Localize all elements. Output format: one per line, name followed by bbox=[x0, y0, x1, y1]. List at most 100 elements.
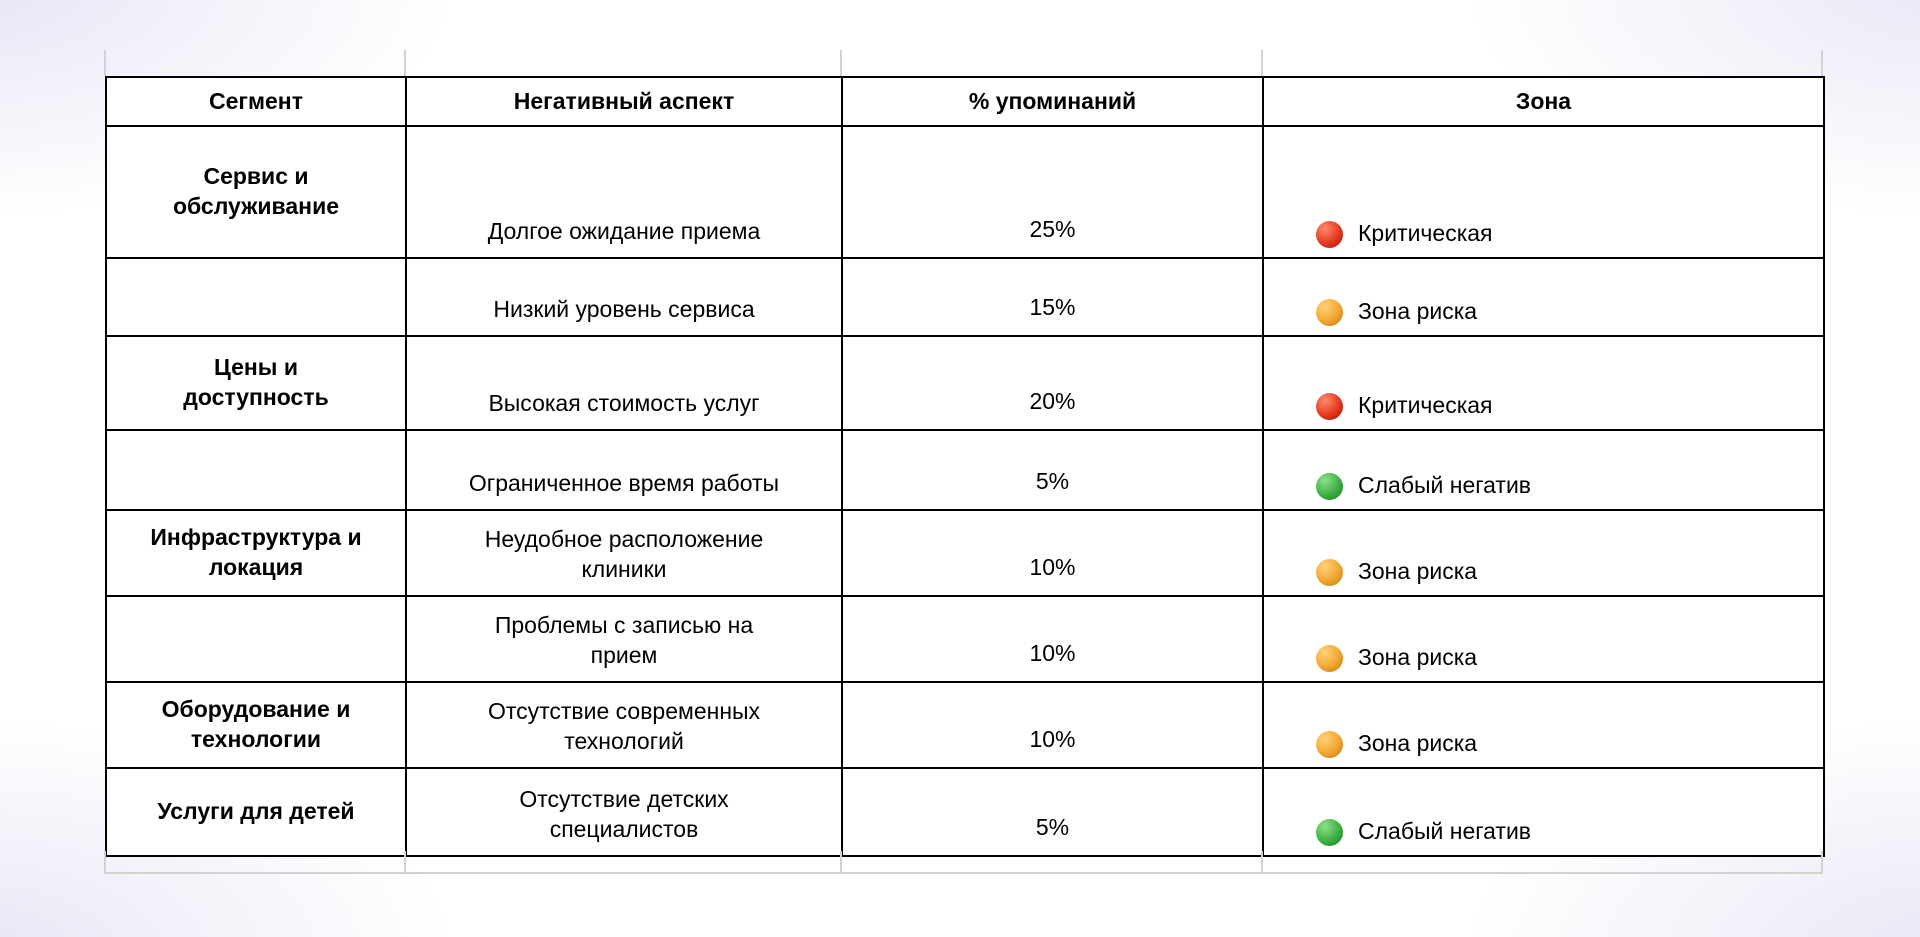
gridline-stub-top-3 bbox=[840, 50, 842, 76]
zone-cell: Зона риска bbox=[1262, 681, 1825, 769]
percent-label: 5% bbox=[1035, 814, 1070, 841]
zone-cell: Критическая bbox=[1262, 335, 1825, 431]
zone-indicator: Зона риска bbox=[1316, 643, 1813, 673]
table-container: Сегмент Негативный аспект % упоминаний З… bbox=[105, 76, 1825, 857]
table-row: Услуги для детей Отсутствие детских спец… bbox=[105, 767, 1825, 857]
percent-cell: 20% bbox=[841, 335, 1264, 431]
table-row: Ограниченное время работы 5% Слабый нега… bbox=[105, 429, 1825, 511]
zone-label: Зона риска bbox=[1358, 558, 1478, 585]
zone-indicator: Зона риска bbox=[1316, 729, 1813, 759]
table-row: Проблемы с записью на прием 10% Зона рис… bbox=[105, 595, 1825, 683]
aspect-cell: Низкий уровень сервиса bbox=[405, 257, 843, 337]
zone-label: Критическая bbox=[1358, 392, 1493, 419]
aspect-label: Высокая стоимость услуг bbox=[488, 390, 760, 417]
zone-status-circle-icon bbox=[1316, 730, 1343, 758]
zone-status-circle-icon bbox=[1316, 392, 1343, 420]
table-body: Сервис и обслуживание Долгое ожидание пр… bbox=[105, 125, 1825, 857]
percent-cell: 10% bbox=[841, 681, 1264, 769]
aspect-cell: Долгое ожидание приема bbox=[405, 125, 843, 259]
aspect-cell: Отсутствие детских специалистов bbox=[405, 767, 843, 857]
zone-label: Слабый негатив bbox=[1358, 818, 1532, 845]
percent-cell: 10% bbox=[841, 509, 1264, 597]
table-row: Низкий уровень сервиса 15% Зона риска bbox=[105, 257, 1825, 337]
zone-label: Критическая bbox=[1358, 220, 1493, 247]
gridline-stub-bottom-1 bbox=[104, 851, 106, 874]
gridline-stub-top-2 bbox=[404, 50, 406, 76]
aspect-label: Неудобное расположение клиники bbox=[484, 526, 764, 583]
gridline-stub-top-4 bbox=[1261, 50, 1263, 76]
negative-aspects-table: Сегмент Негативный аспект % упоминаний З… bbox=[105, 76, 1825, 857]
zone-status-circle-icon bbox=[1316, 644, 1343, 672]
segment-label: Сервис и обслуживание bbox=[172, 163, 340, 219]
segment-label: Цены и доступность bbox=[183, 354, 329, 410]
segment-cell bbox=[105, 257, 407, 337]
percent-label: 5% bbox=[1035, 468, 1070, 495]
aspect-label: Проблемы с записью на прием bbox=[494, 612, 754, 669]
percent-cell: 10% bbox=[841, 595, 1264, 683]
percent-cell: 5% bbox=[841, 429, 1264, 511]
gridline-stub-bottom-5 bbox=[1821, 851, 1823, 874]
aspect-cell: Отсутствие современных технологий bbox=[405, 681, 843, 769]
table-row: Сервис и обслуживание Долгое ожидание пр… bbox=[105, 125, 1825, 259]
zone-status-circle-icon bbox=[1316, 220, 1343, 248]
aspect-cell: Высокая стоимость услуг bbox=[405, 335, 843, 431]
zone-cell: Слабый негатив bbox=[1262, 767, 1825, 857]
zone-cell: Зона риска bbox=[1262, 595, 1825, 683]
gridline-stub-bottom-3 bbox=[840, 851, 842, 874]
gridline-stub-bottom-4 bbox=[1261, 851, 1263, 874]
zone-cell: Зона риска bbox=[1262, 257, 1825, 337]
segment-label: Услуги для детей bbox=[157, 798, 355, 825]
zone-status-circle-icon bbox=[1316, 818, 1343, 846]
percent-cell: 15% bbox=[841, 257, 1264, 337]
zone-status-circle-icon bbox=[1316, 298, 1343, 326]
aspect-label: Долгое ожидание приема bbox=[487, 218, 761, 245]
aspect-label: Ограниченное время работы bbox=[468, 470, 780, 497]
segment-cell: Сервис и обслуживание bbox=[105, 125, 407, 259]
aspect-cell: Ограниченное время работы bbox=[405, 429, 843, 511]
segment-cell: Услуги для детей bbox=[105, 767, 407, 857]
header-aspect: Негативный аспект bbox=[405, 76, 843, 127]
percent-label: 10% bbox=[1029, 554, 1076, 581]
gridline-stub-top-5 bbox=[1821, 50, 1823, 76]
aspect-label: Отсутствие современных технологий bbox=[487, 698, 761, 755]
percent-label: 10% bbox=[1029, 726, 1076, 753]
zone-label: Зона риска bbox=[1358, 298, 1478, 325]
aspect-cell: Неудобное расположение клиники bbox=[405, 509, 843, 597]
header-percent: % упоминаний bbox=[841, 76, 1264, 127]
percent-label: 10% bbox=[1029, 640, 1076, 667]
zone-indicator: Зона риска bbox=[1316, 297, 1813, 327]
percent-cell: 5% bbox=[841, 767, 1264, 857]
percent-cell: 25% bbox=[841, 125, 1264, 259]
gridline-stub-bottom-horizontal bbox=[105, 872, 1823, 874]
zone-indicator: Критическая bbox=[1316, 219, 1813, 249]
segment-cell bbox=[105, 429, 407, 511]
zone-cell: Зона риска bbox=[1262, 509, 1825, 597]
percent-label: 15% bbox=[1029, 294, 1076, 321]
segment-cell: Оборудование и технологии bbox=[105, 681, 407, 769]
zone-label: Слабый негатив bbox=[1358, 472, 1532, 499]
zone-label: Зона риска bbox=[1358, 730, 1478, 757]
zone-indicator: Критическая bbox=[1316, 391, 1813, 421]
header-segment: Сегмент bbox=[105, 76, 407, 127]
zone-cell: Слабый негатив bbox=[1262, 429, 1825, 511]
percent-label: 25% bbox=[1029, 216, 1076, 243]
table-row: Инфраструктура и локация Неудобное распо… bbox=[105, 509, 1825, 597]
zone-indicator: Зона риска bbox=[1316, 557, 1813, 587]
aspect-cell: Проблемы с записью на прием bbox=[405, 595, 843, 683]
percent-label: 20% bbox=[1029, 388, 1076, 415]
segment-cell: Инфраструктура и локация bbox=[105, 509, 407, 597]
table-row: Оборудование и технологии Отсутствие сов… bbox=[105, 681, 1825, 769]
segment-cell: Цены и доступность bbox=[105, 335, 407, 431]
gridline-stub-top-1 bbox=[104, 50, 106, 76]
table-row: Цены и доступность Высокая стоимость усл… bbox=[105, 335, 1825, 431]
header-zone: Зона bbox=[1262, 76, 1825, 127]
segment-label: Инфраструктура и локация bbox=[150, 524, 362, 580]
segment-label: Оборудование и технологии bbox=[161, 696, 351, 752]
zone-cell: Критическая bbox=[1262, 125, 1825, 259]
segment-cell bbox=[105, 595, 407, 683]
zone-label: Зона риска bbox=[1358, 644, 1478, 671]
zone-status-circle-icon bbox=[1316, 558, 1343, 586]
zone-indicator: Слабый негатив bbox=[1316, 471, 1813, 501]
zone-status-circle-icon bbox=[1316, 472, 1343, 500]
